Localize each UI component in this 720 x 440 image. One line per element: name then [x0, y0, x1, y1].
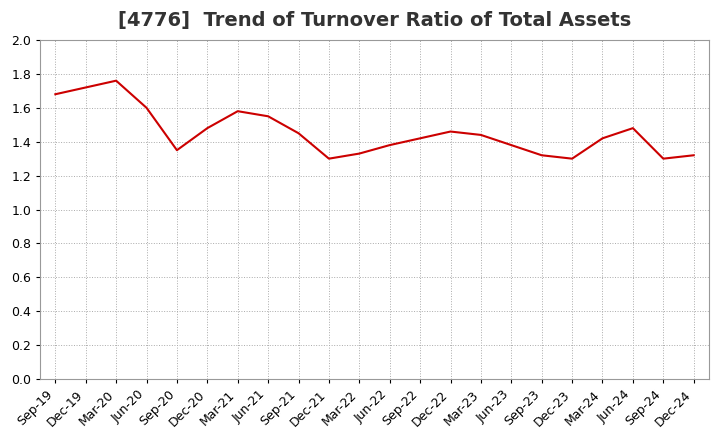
Title: [4776]  Trend of Turnover Ratio of Total Assets: [4776] Trend of Turnover Ratio of Total …	[118, 11, 631, 30]
